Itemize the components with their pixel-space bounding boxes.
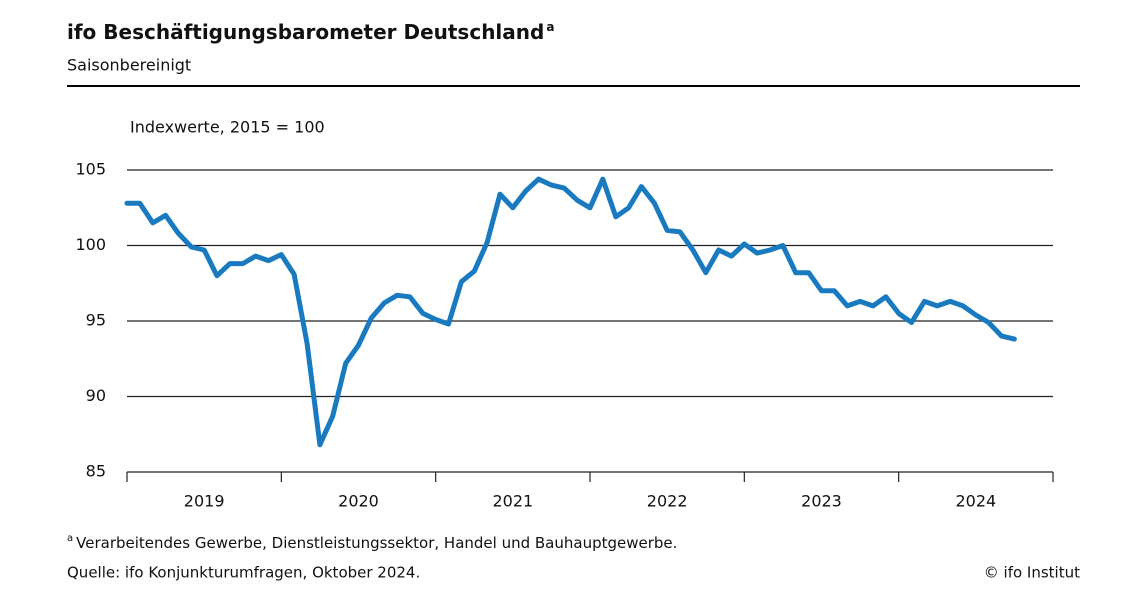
x-tick-label: 2022: [647, 492, 688, 511]
y-axis-label: Indexwerte, 2015 = 100: [130, 118, 325, 137]
x-tick-label: 2023: [801, 492, 842, 511]
chart-title: ifo Beschäftigungsbarometer Deutschland a: [67, 20, 554, 44]
x-tick-label: 2019: [184, 492, 225, 511]
x-tick-label: 2020: [338, 492, 379, 511]
y-tick-label: 95: [86, 311, 106, 330]
x-tick-label: 2021: [492, 492, 533, 511]
y-tick-label: 100: [75, 235, 106, 254]
x-tick-label: 2024: [955, 492, 996, 511]
y-tick-label: 90: [86, 386, 106, 405]
subtitle: Saisonbereinigt: [67, 56, 191, 75]
credit: © ifo Institut: [984, 564, 1080, 582]
footnote-text: Verarbeitendes Gewerbe, Dienstleistungss…: [76, 534, 677, 552]
y-tick-label: 105: [75, 160, 106, 179]
source: Quelle: ifo Konjunkturumfragen, Oktober …: [67, 564, 420, 582]
data-line: [124, 176, 1017, 448]
footnote: a Verarbeitendes Gewerbe, Dienstleistungs…: [67, 533, 677, 552]
footnote-marker: a: [67, 533, 73, 544]
y-tick-label: 85: [86, 462, 106, 481]
title-marker: a: [546, 20, 554, 34]
title-text: ifo Beschäftigungsbarometer Deutschland: [67, 20, 544, 44]
